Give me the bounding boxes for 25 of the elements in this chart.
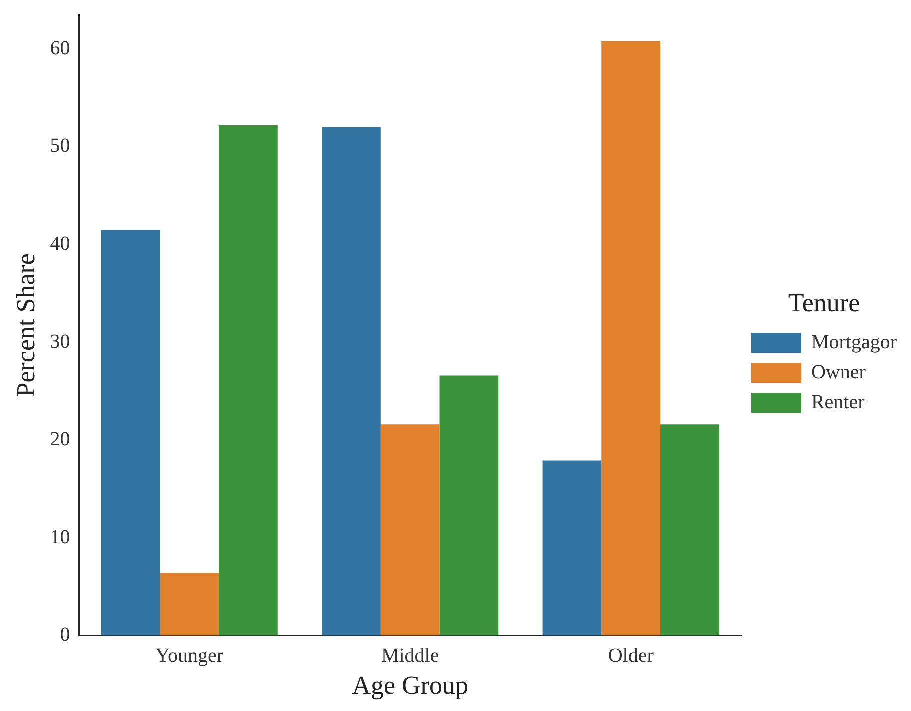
y-tick-label: 50 (50, 135, 70, 158)
x-tick-label: Middle (381, 645, 440, 668)
bar (380, 424, 440, 636)
y-tick-label: 60 (50, 37, 70, 60)
bar (219, 125, 278, 636)
bar (101, 230, 160, 636)
legend-label: Renter (811, 391, 866, 414)
x-axis-title: Age Group (352, 671, 468, 700)
bar (660, 424, 720, 636)
y-tick-label: 0 (60, 624, 70, 646)
bar (602, 41, 661, 636)
legend-label: Mortgagor (811, 331, 898, 354)
legend-label: Owner (811, 361, 866, 384)
bar (542, 460, 602, 636)
bar (440, 376, 499, 636)
x-tick-label: Older (608, 645, 654, 668)
y-tick-label: 30 (50, 330, 70, 353)
y-tick-label: 10 (50, 526, 70, 548)
bar (160, 573, 220, 636)
y-tick-label: 40 (50, 232, 70, 255)
y-axis-title: Percent Share (11, 254, 40, 398)
legend-title: Tenure (788, 288, 860, 318)
y-tick-label: 20 (50, 428, 70, 451)
bar (322, 127, 381, 636)
x-tick-label: Younger (156, 645, 224, 668)
